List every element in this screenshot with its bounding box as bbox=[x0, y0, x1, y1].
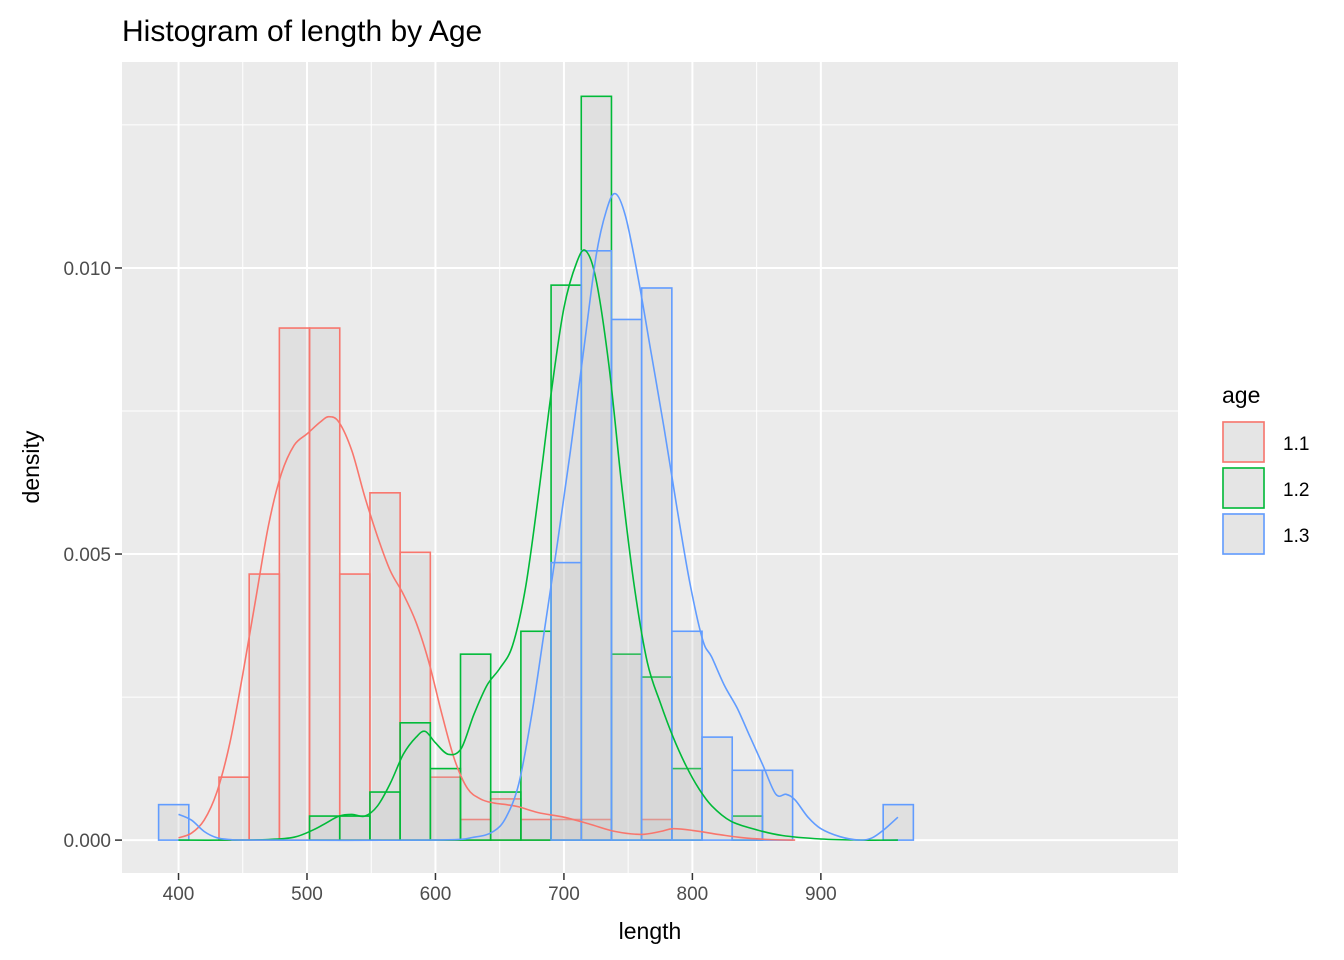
legend-label-age-1.3: 1.3 bbox=[1283, 526, 1309, 547]
x-tick-label: 900 bbox=[805, 884, 837, 905]
histogram-bar-age-1.3 bbox=[731, 769, 764, 841]
legend-key-background bbox=[1222, 467, 1265, 509]
histogram-bar-age-1.2 bbox=[399, 722, 432, 841]
histogram-bar-age-1.1 bbox=[278, 327, 311, 841]
legend-key-background bbox=[1222, 421, 1265, 463]
x-tick-label: 700 bbox=[548, 884, 580, 905]
legend-label-age-1.1: 1.1 bbox=[1283, 434, 1309, 455]
chart-title: Histogram of length by Age bbox=[122, 15, 482, 48]
histogram-bar-age-1.3 bbox=[761, 769, 794, 841]
y-tick-label: 0.010 bbox=[63, 259, 111, 280]
histogram-bar-age-1.3 bbox=[610, 318, 643, 841]
histogram-bar-age-1.1 bbox=[399, 551, 432, 841]
histogram-bar-age-1.3 bbox=[157, 803, 190, 841]
density-curve-age-1.2 bbox=[178, 249, 898, 841]
x-axis: 400 500 600 700 800 900 bbox=[163, 873, 837, 905]
y-axis-title: density bbox=[18, 430, 44, 503]
histogram-bar-age-1.2 bbox=[459, 653, 492, 841]
histogram-bar-age-1.1 bbox=[369, 492, 401, 841]
histogram-bar-age-1.2 bbox=[338, 815, 371, 841]
histogram-bar-age-1.2 bbox=[429, 767, 462, 841]
legend-label-age-1.2: 1.2 bbox=[1283, 480, 1309, 501]
y-axis: 0.000 0.005 0.010 bbox=[63, 259, 122, 852]
histogram-bar-age-1.1 bbox=[248, 573, 281, 841]
legend-key-age-1.1 bbox=[1222, 421, 1265, 463]
legend-key-age-1.2 bbox=[1222, 467, 1265, 509]
x-axis-title: length bbox=[619, 918, 682, 944]
histogram-bar-age-1.2 bbox=[640, 676, 673, 841]
gridlines bbox=[122, 62, 1178, 873]
y-tick-label: 0.000 bbox=[63, 831, 111, 852]
legend-title: age bbox=[1222, 382, 1260, 408]
x-tick-label: 600 bbox=[420, 884, 452, 905]
density-curve-age-1.3 bbox=[178, 192, 899, 842]
histogram-bar-age-1.1 bbox=[218, 776, 250, 841]
legend-key-background bbox=[1222, 513, 1265, 555]
legend: age 1.1 1.2 1.3 bbox=[1222, 382, 1309, 555]
density-curves bbox=[178, 192, 899, 842]
x-tick-label: 800 bbox=[677, 884, 709, 905]
histogram-bar-age-1.1 bbox=[308, 327, 341, 841]
histogram-bar-age-1.2 bbox=[369, 791, 401, 841]
density-curve-age-1.1 bbox=[178, 415, 796, 841]
y-tick-label: 0.005 bbox=[63, 545, 111, 566]
histogram-bar-age-1.3 bbox=[550, 561, 583, 841]
histogram-bar-age-1.3 bbox=[701, 736, 734, 841]
legend-key-age-1.3 bbox=[1222, 513, 1265, 555]
plot-panel bbox=[122, 62, 1178, 873]
x-tick-label: 400 bbox=[163, 884, 195, 905]
histogram-bar-age-1.3 bbox=[640, 287, 673, 841]
histogram-bar-age-1.2 bbox=[308, 815, 341, 841]
x-tick-label: 500 bbox=[291, 884, 323, 905]
histogram-bar-age-1.3 bbox=[882, 803, 915, 841]
histogram-bar-age-1.1 bbox=[338, 573, 371, 841]
histogram-bar-age-1.3 bbox=[671, 630, 703, 841]
